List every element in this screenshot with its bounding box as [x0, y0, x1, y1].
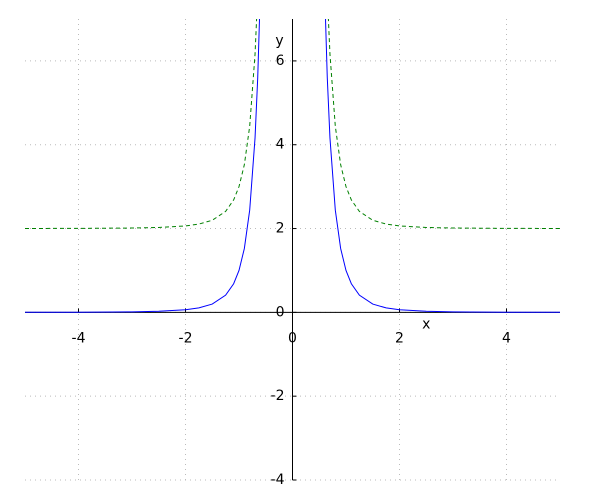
plot-area — [25, 19, 560, 313]
x-tick-label: -2 — [179, 330, 193, 346]
x-axis-label: x — [422, 316, 430, 332]
curve — [25, 19, 560, 313]
x-tick-label: -4 — [72, 330, 86, 346]
x-tick-label: 4 — [502, 330, 511, 346]
x-tick-label: 2 — [395, 330, 404, 346]
y-tick-label: 4 — [276, 137, 285, 153]
y-tick-label: 6 — [276, 53, 285, 69]
y-axis-label: y — [275, 33, 283, 49]
y-tick-label: -4 — [271, 472, 285, 488]
y-tick-label: 2 — [276, 221, 285, 237]
curve — [25, 19, 560, 229]
y-tick-label: -2 — [271, 388, 285, 404]
